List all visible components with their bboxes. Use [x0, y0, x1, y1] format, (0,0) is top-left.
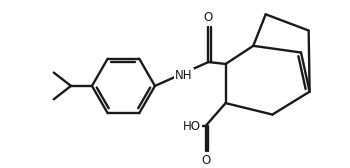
Text: NH: NH — [175, 69, 192, 82]
Text: O: O — [201, 154, 210, 167]
Text: HO: HO — [183, 119, 201, 133]
Text: O: O — [204, 11, 213, 24]
